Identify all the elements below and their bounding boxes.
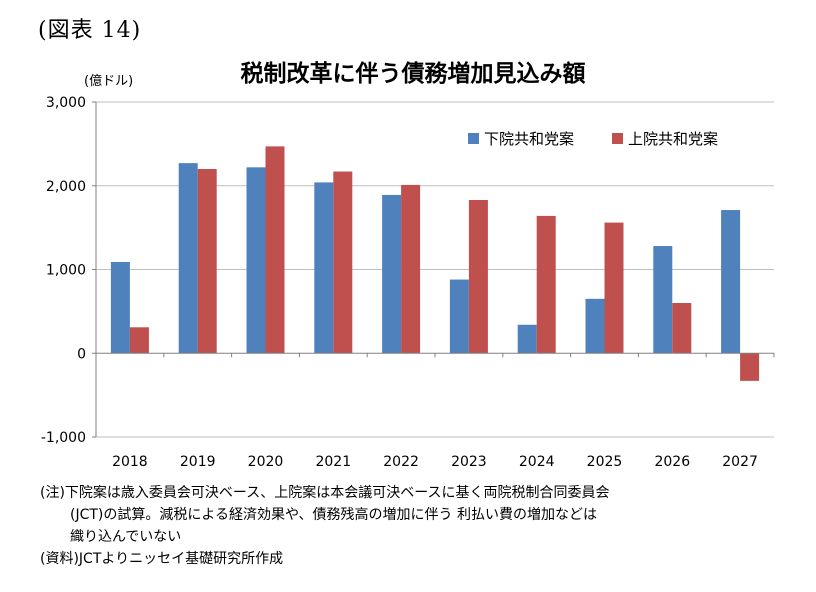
x-tick-label: 2026 [654,454,690,470]
legend-swatch-house [468,133,479,144]
source-note: (資料)JCTよりニッセイ基礎研究所作成 [40,548,610,570]
x-tick-label: 2019 [180,454,216,470]
bar-senate-2027 [740,353,759,381]
bar-house-2023 [450,280,469,354]
note-line-2: (JCT)の試算。減税による経済効果や、債務残高の増加に伴う 利払い費の増加など… [40,504,610,526]
y-tick-label: 2,000 [46,179,86,195]
legend-swatch-senate [612,133,623,144]
x-tick-label: 2024 [519,454,555,470]
x-tick-label: 2027 [722,454,758,470]
y-tick-label: 1,000 [46,263,86,279]
bar-senate-2025 [605,223,624,354]
y-tick-label: 3,000 [46,95,86,111]
x-tick-label: 2022 [383,454,419,470]
bar-house-2022 [382,195,401,353]
bar-chart: -1,000 0 1,000 2,000 3,000 2018 2019 2020 2021 20… [0,0,816,480]
bar-house-2026 [653,246,672,353]
bar-senate-2018 [130,327,149,353]
x-tick-label: 2025 [587,454,623,470]
bar-senate-2023 [469,200,488,353]
note-line-3: 織り込んでいない [40,526,610,548]
notes-block: (注)下院案は歳入委員会可決ベース、上院案は本会議可決ベースに基く両院税制合同委… [40,482,610,570]
bar-house-2024 [518,325,537,353]
x-tick-label: 2020 [248,454,284,470]
bar-senate-2019 [198,169,217,353]
x-tick-label: 2021 [315,454,351,470]
bar-house-2027 [721,210,740,353]
bar-senate-2021 [333,172,352,354]
bar-senate-2026 [672,303,691,353]
bar-senate-2022 [401,185,420,353]
bar-house-2025 [586,299,605,353]
legend-label-senate: 上院共和党案 [628,130,718,148]
bar-house-2019 [179,163,198,353]
x-tick-label: 2018 [112,454,148,470]
y-tick-label: 0 [77,346,86,362]
bar-senate-2020 [266,146,285,353]
y-tick-label: -1,000 [41,430,86,446]
bar-house-2021 [314,182,333,353]
note-line-1: (注)下院案は歳入委員会可決ベース、上院案は本会議可決ベースに基く両院税制合同委… [40,482,610,504]
bar-senate-2024 [537,216,556,353]
x-tick-label: 2023 [451,454,487,470]
legend-label-house: 下院共和党案 [484,130,574,148]
bar-house-2018 [111,262,130,353]
bar-house-2020 [247,167,266,353]
